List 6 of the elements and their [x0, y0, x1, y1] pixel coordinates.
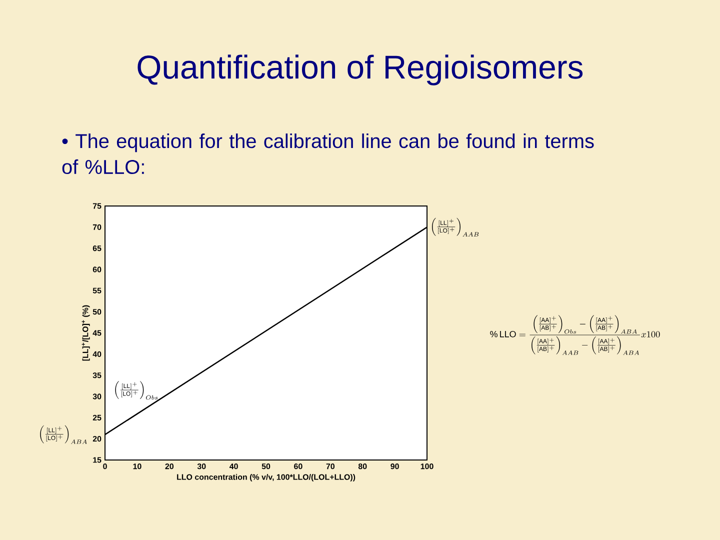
chart-subtitle: • The equation for the calibration line can be found in terms of %LLO:: [62, 134, 594, 174]
chart-title: Quantification of Regioisomers: [138, 54, 583, 86]
annotation: $\left(\frac{[\mathrm{LL}]^{+}}{[\mathrm{LO}]^{+}}\right)_{AAB}$: [432, 218, 479, 236]
text: $\%\,\mathrm{LLO}=\frac{\left(\frac{[\mathrm{AA}]^{+}}{[\mathrm{AB}]^{+}}\right)_{Obs}-\left(\frac{[\mathrm{AA}]^{+}}{[\mathrm{AB}]^{+}}\right)_{ABA}}{\left(\frac{[\mathrm{AA}]^{+}}{[\mathrm{AB}]^{+}}\right)_{AAB}-\left(\frac{[\mathrm{AA}]^{+}}{[\mathrm{AB}]^{+}}\right)_{ABA}}x100$: [490, 315, 660, 355]
annotation: $\left(\frac{[\mathrm{LL}]^{+}}{[\mathrm{LO}]^{+}}\right)_{ABA}$: [40, 425, 87, 444]
annotation: $\left(\frac{[\mathrm{LL}]^{+}}{[\mathrm{LO}]^{+}}\right)_{Obs}$: [115, 381, 158, 400]
